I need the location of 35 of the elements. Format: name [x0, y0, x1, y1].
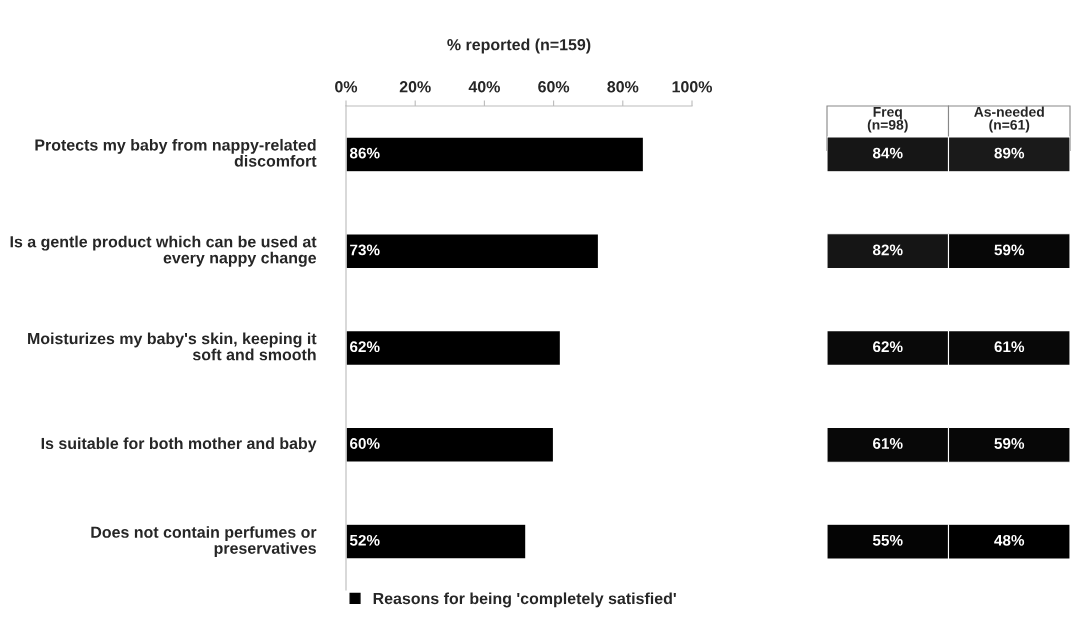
- bar: [346, 523, 527, 560]
- x-tick-label: 100%: [672, 81, 713, 93]
- x-tick-label: As-needed (n=61): [974, 106, 1044, 133]
- y-tick-label: Is a gentle product which can be used at every nappy change: [10, 235, 317, 267]
- data-label: 62%: [350, 341, 380, 353]
- data-label: 82%: [872, 244, 903, 256]
- legend-label: Reasons for being 'completely satisfied': [373, 592, 676, 608]
- data-label: 61%: [873, 438, 903, 449]
- data-label: 73%: [350, 244, 380, 256]
- y-tick-label: Moisturizes my baby's skin, keeping it soft and smooth: [28, 332, 317, 361]
- x-tick-label: 20%: [399, 81, 431, 93]
- x-tick-label: 40%: [468, 81, 500, 93]
- bar: [346, 233, 600, 270]
- data-label: 61%: [994, 341, 1025, 353]
- x-tick-label: 60%: [538, 81, 570, 93]
- bar: [346, 329, 562, 367]
- bar: [346, 136, 645, 173]
- x-tick-label: Freq (n=98): [867, 107, 908, 133]
- bar: [346, 426, 555, 463]
- data-label: 48%: [994, 534, 1025, 546]
- data-label: 86%: [349, 147, 380, 159]
- data-label: 52%: [349, 534, 380, 546]
- y-tick-label: Is suitable for both mother and baby: [41, 437, 317, 453]
- data-label: 60%: [350, 438, 380, 449]
- data-label: 89%: [994, 147, 1025, 159]
- y-tick-label: Does not contain perfumes or preservatives: [91, 526, 317, 558]
- data-label: 84%: [872, 147, 903, 159]
- data-label: 59%: [994, 244, 1025, 256]
- data-label: 62%: [873, 341, 903, 353]
- data-label: 55%: [872, 534, 903, 546]
- x-tick-label: 80%: [607, 81, 639, 93]
- x-tick-label: 0%: [335, 81, 358, 93]
- data-label: 59%: [994, 438, 1025, 449]
- x-axis-title: % reported (n=159): [447, 38, 591, 54]
- y-tick-label: Protects my baby from nappy-related discomfort: [35, 138, 317, 167]
